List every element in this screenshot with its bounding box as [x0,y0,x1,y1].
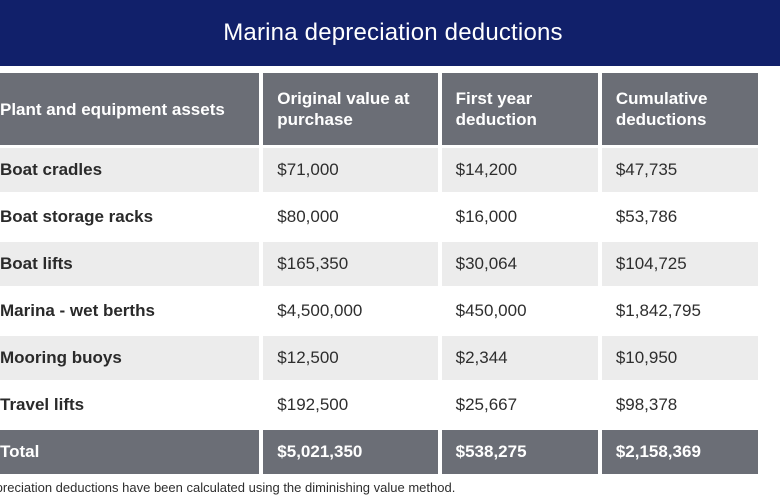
cumulative-cell: $104,725 [601,242,758,286]
total-original-value: $5,021,350 [263,430,438,474]
table-title: Marina depreciation deductions [223,19,563,46]
first-year-cell: $25,667 [441,383,598,427]
first-year-cell: $2,344 [441,336,598,380]
footnote: *Depreciation deductions have been calcu… [0,480,481,495]
table-title-banner: Marina depreciation deductions [0,0,780,66]
first-year-cell: $14,200 [441,148,598,192]
column-header-original-value: Original value at purchase [263,73,438,145]
column-header-cumulative: Cumulative deductions [601,73,758,145]
table-row: Travel lifts $192,500 $25,667 $98,378 [0,383,758,427]
header-row: Plant and equipment assets Original valu… [0,73,758,145]
original-value-cell: $165,350 [263,242,438,286]
cumulative-cell: $10,950 [601,336,758,380]
asset-cell: Marina - wet berths [0,289,260,333]
original-value-cell: $12,500 [263,336,438,380]
asset-cell: Boat lifts [0,242,260,286]
first-year-cell: $450,000 [441,289,598,333]
original-value-cell: $192,500 [263,383,438,427]
first-year-cell: $30,064 [441,242,598,286]
table-row: Boat storage racks $80,000 $16,000 $53,7… [0,195,758,239]
asset-cell: Boat storage racks [0,195,260,239]
cumulative-cell: $53,786 [601,195,758,239]
original-value-cell: $71,000 [263,148,438,192]
total-cumulative: $2,158,369 [601,430,758,474]
total-first-year: $538,275 [441,430,598,474]
column-header-asset: Plant and equipment assets [0,73,260,145]
column-header-first-year: First year deduction [441,73,598,145]
cumulative-cell: $98,378 [601,383,758,427]
original-value-cell: $4,500,000 [263,289,438,333]
totals-label: Total [0,430,260,474]
cumulative-cell: $47,735 [601,148,758,192]
cumulative-cell: $1,842,795 [601,289,758,333]
table-row: Boat lifts $165,350 $30,064 $104,725 [0,242,758,286]
table-row: Mooring buoys $12,500 $2,344 $10,950 [0,336,758,380]
table-row: Boat cradles $71,000 $14,200 $47,735 [0,148,758,192]
totals-row: Total $5,021,350 $538,275 $2,158,369 [0,430,758,474]
footnote-text: *Depreciation deductions have been calcu… [0,480,456,495]
asset-cell: Travel lifts [0,383,260,427]
asset-cell: Mooring buoys [0,336,260,380]
asset-cell: Boat cradles [0,148,260,192]
original-value-cell: $80,000 [263,195,438,239]
table-row: Marina - wet berths $4,500,000 $450,000 … [0,289,758,333]
first-year-cell: $16,000 [441,195,598,239]
depreciation-table: Plant and equipment assets Original valu… [0,70,762,477]
